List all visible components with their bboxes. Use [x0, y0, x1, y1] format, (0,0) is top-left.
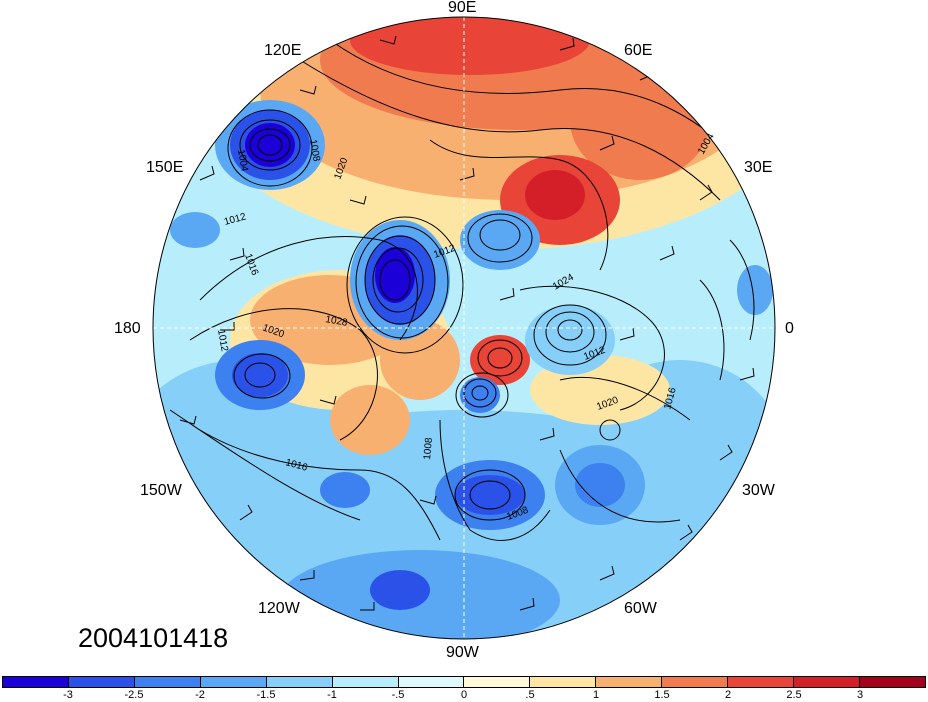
colorbar-tick-label: -1	[327, 689, 337, 701]
graticule	[153, 17, 775, 639]
longitude-label-150e: 150E	[146, 159, 184, 176]
date-stamp: 2004101418	[78, 623, 229, 653]
colorbar-segment	[596, 677, 663, 687]
colorbar-segment	[859, 677, 925, 687]
longitude-label-0: 0	[785, 320, 794, 337]
colorbar-segment	[68, 677, 135, 687]
colorbar	[2, 676, 926, 688]
contour-label: 1008	[307, 139, 322, 163]
longitude-label-180: 180	[114, 320, 141, 337]
colorbar-tick-label: 0	[460, 689, 468, 701]
colorbar-tick-labels: -3 -2.5 -2 -1.5 -1 -.5 0 .5 1 1.5 2 2.5 3	[2, 689, 926, 702]
colorbar-segment	[134, 677, 201, 687]
contour-label: 1008	[422, 437, 435, 461]
colorbar-tick-label: 1.5	[654, 689, 670, 701]
colorbar-segment	[398, 677, 465, 687]
longitude-label-60w: 60W	[624, 600, 657, 617]
longitude-label-90e: 90E	[448, 0, 477, 16]
longitude-label-30e: 30E	[744, 159, 773, 176]
colorbar-segment	[530, 677, 597, 687]
colorbar-segment	[266, 677, 333, 687]
longitude-label-90w: 90W	[446, 644, 479, 661]
colorbar-segment	[464, 677, 531, 687]
colorbar-segment	[728, 677, 795, 687]
colorbar-segment	[332, 677, 399, 687]
colorbar-tick-label: 3	[856, 689, 864, 701]
map-boundary	[152, 16, 776, 640]
colorbar-tick-label: -2	[195, 689, 205, 701]
colorbar-tick-label: 2.5	[786, 689, 802, 701]
longitude-label-60e: 60E	[624, 42, 653, 59]
isobar-contours	[169, 39, 755, 541]
colorbar-tick-label: -2.5	[124, 689, 144, 701]
longitude-label-120e: 120E	[264, 42, 302, 59]
colorbar-tick-label: .5	[525, 689, 535, 701]
colorbar-tick-label: -3	[63, 689, 73, 701]
colorbar-segment	[3, 677, 69, 687]
wind-barbs	[179, 35, 755, 611]
colorbar-segment	[662, 677, 729, 687]
colorbar-tick-label: -.5	[391, 689, 405, 701]
colorbar-tick-label: 2	[724, 689, 732, 701]
longitude-label-150w: 150W	[140, 482, 182, 499]
colorbar-segment	[794, 677, 860, 687]
longitude-label-30w: 30W	[742, 482, 775, 499]
longitude-label-120w: 120W	[258, 600, 300, 617]
contour-label: 1004	[235, 149, 250, 173]
contour-label: 1012	[215, 329, 230, 353]
colorbar-tick-label: -1.5	[256, 689, 276, 701]
colorbar-tick-label: 1	[592, 689, 600, 701]
contour-label: 1028	[324, 314, 348, 329]
colorbar-segment	[200, 677, 267, 687]
